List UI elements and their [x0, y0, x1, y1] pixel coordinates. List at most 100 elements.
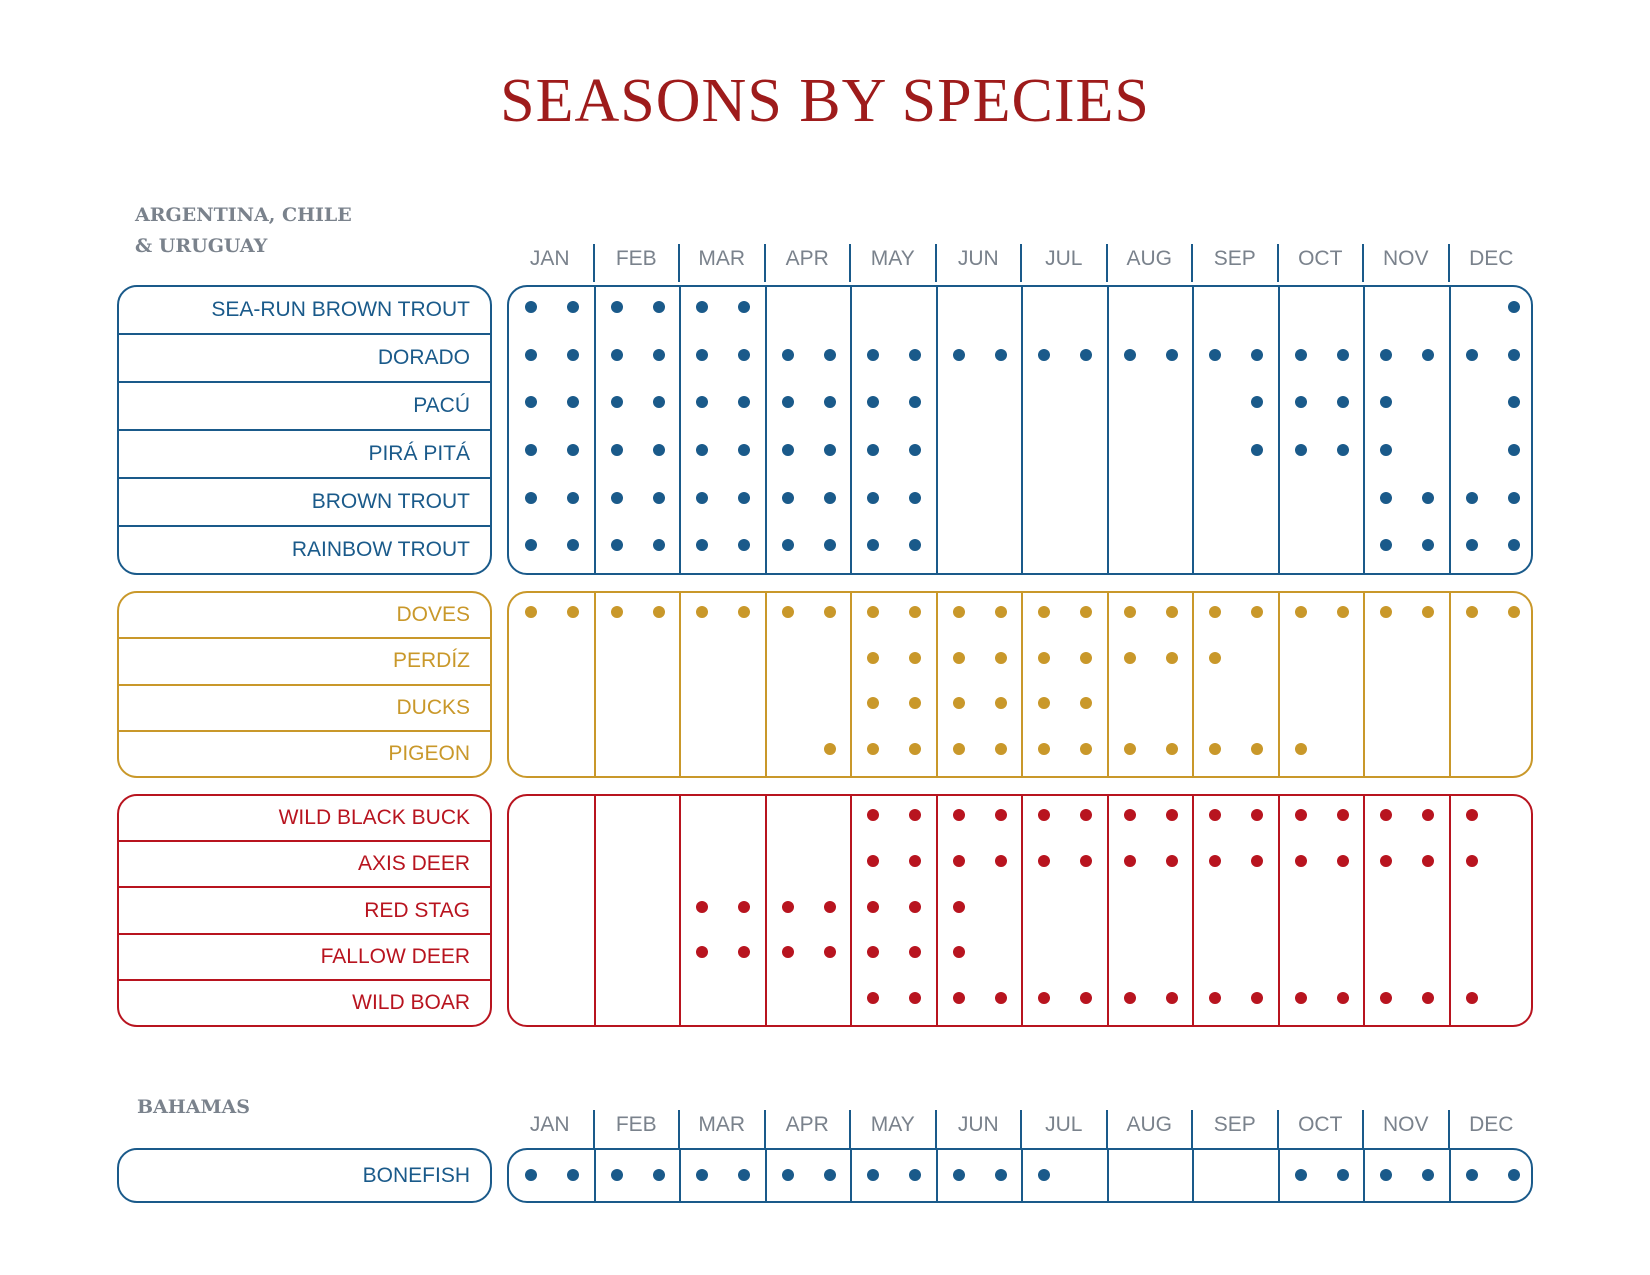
season-dot — [994, 808, 1007, 821]
season-dot — [1123, 992, 1136, 1005]
season-dot — [994, 992, 1007, 1005]
season-dot — [867, 697, 879, 710]
season-dot — [1465, 808, 1478, 821]
season-dot — [1422, 992, 1434, 1005]
season-dot — [1165, 854, 1178, 867]
season-dot — [1465, 854, 1478, 867]
month-header-jun: JUN — [934, 1110, 1021, 1148]
season-dot — [1165, 808, 1178, 821]
season-dot — [1422, 491, 1434, 504]
season-dot — [823, 743, 836, 756]
species-label: BONEFISH — [362, 1163, 470, 1187]
season-dot — [1336, 348, 1349, 361]
month-header-nov: NOV — [1362, 244, 1448, 282]
month-header-feb: FEB — [592, 1110, 679, 1148]
season-dot — [652, 605, 665, 618]
season-dot — [1380, 539, 1392, 552]
month-divider — [1106, 287, 1109, 573]
season-dot — [1294, 854, 1307, 867]
season-dot — [994, 348, 1007, 361]
season-dot — [610, 491, 623, 504]
season-dot — [952, 900, 965, 913]
month-divider — [1363, 593, 1365, 776]
month-divider — [1448, 287, 1451, 573]
species-list-big-game: WILD BLACK BUCK AXIS DEER RED STAG FALLOW D… — [117, 794, 492, 1027]
month-divider — [1363, 287, 1365, 573]
season-dot — [738, 1169, 750, 1181]
month-divider — [1021, 593, 1023, 776]
season-dot — [1251, 348, 1263, 361]
season-dot — [525, 491, 537, 504]
season-dot — [1465, 491, 1478, 504]
season-dot — [1209, 808, 1221, 821]
season-dot — [1380, 808, 1392, 821]
season-dot — [1038, 697, 1050, 710]
season-dot — [867, 651, 879, 664]
season-dot — [867, 900, 879, 913]
season-dot — [909, 854, 921, 867]
season-dot — [1380, 854, 1392, 867]
season-dot — [1251, 443, 1263, 456]
season-dot — [952, 697, 965, 710]
season-dot — [994, 743, 1007, 756]
season-dot — [909, 743, 921, 756]
season-dot — [1507, 396, 1520, 409]
species-list-bahamas: BONEFISH — [117, 1148, 492, 1203]
season-dot — [1380, 1169, 1392, 1181]
month-header-aug: AUG — [1105, 244, 1192, 282]
month-divider — [935, 593, 938, 776]
month-divider — [935, 287, 938, 573]
season-dot — [1507, 300, 1520, 313]
season-dot — [1123, 605, 1136, 618]
species-label: DUCKS — [119, 683, 490, 730]
season-dot — [909, 539, 921, 552]
season-dot — [1123, 854, 1136, 867]
month-divider — [935, 1150, 938, 1201]
month-divider — [593, 1150, 596, 1201]
season-dot — [952, 1169, 965, 1181]
season-dot — [867, 854, 879, 867]
season-dot — [867, 743, 879, 756]
season-dot — [567, 605, 579, 618]
month-header-mar: MAR — [678, 1110, 764, 1148]
season-dot — [525, 539, 537, 552]
season-dot — [909, 443, 921, 456]
month-divider — [679, 287, 681, 573]
month-header-apr: APR — [763, 1110, 850, 1148]
season-dot — [525, 348, 537, 361]
month-header-jun: JUN — [934, 244, 1021, 282]
season-dot — [1165, 992, 1178, 1005]
season-dot — [652, 300, 665, 313]
species-label: DOVES — [396, 603, 470, 627]
season-dot — [652, 1169, 665, 1181]
month-divider — [1106, 593, 1109, 776]
season-dot — [567, 300, 579, 313]
season-dot — [696, 396, 708, 409]
season-dot — [1123, 808, 1136, 821]
month-header-dec: DEC — [1447, 244, 1534, 282]
month-divider — [850, 796, 852, 1025]
season-dot — [1422, 539, 1434, 552]
season-dot — [1294, 396, 1307, 409]
region-label-bahamas: BAHAMAS — [137, 1096, 250, 1118]
season-dot — [867, 443, 879, 456]
month-header-mar: MAR — [678, 244, 764, 282]
month-divider — [1021, 1150, 1023, 1201]
season-dot — [610, 396, 623, 409]
species-label: PERDÍZ — [119, 637, 490, 683]
season-dot — [1038, 854, 1050, 867]
season-dot — [952, 743, 965, 756]
season-dot — [909, 605, 921, 618]
season-dot — [1336, 443, 1349, 456]
season-dot — [1038, 992, 1050, 1005]
season-dot — [610, 1169, 623, 1181]
season-dot — [909, 396, 921, 409]
season-dot — [781, 900, 794, 913]
page-title: SEASONS BY SPECIES — [500, 67, 1150, 135]
month-divider — [1448, 593, 1451, 776]
month-header-may: MAY — [849, 244, 935, 282]
season-dot — [909, 946, 921, 959]
season-dot — [696, 491, 708, 504]
season-dot — [1336, 808, 1349, 821]
season-dot — [952, 605, 965, 618]
